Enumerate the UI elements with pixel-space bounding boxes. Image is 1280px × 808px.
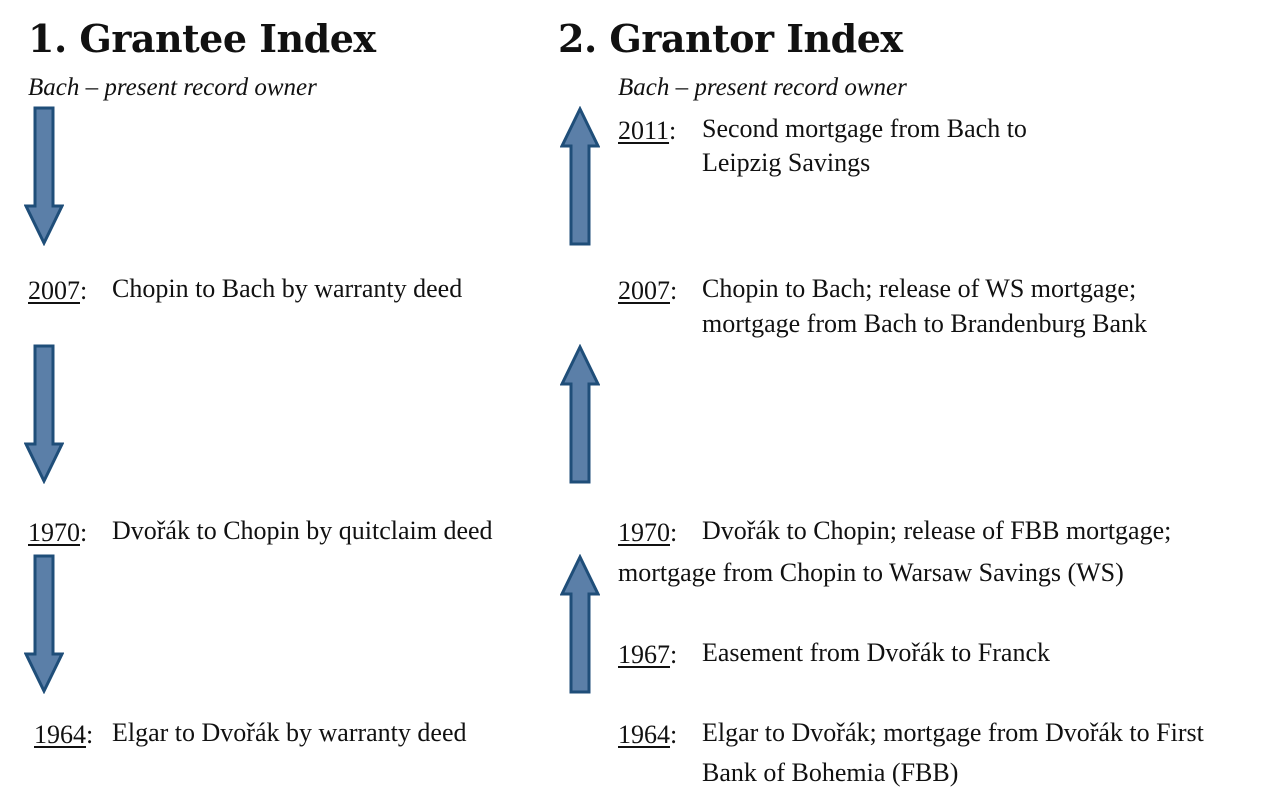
grantor-entry-1970-line1: Dvořák to Chopin; release of FBB mortgag…: [702, 516, 1172, 545]
grantor-year-2011: 2011:: [618, 116, 677, 145]
grantee-year-1964: 1964:: [34, 720, 94, 749]
grantor-year-1970: 1970:: [618, 518, 678, 547]
grantee-entry-1970: Dvořák to Chopin by quitclaim deed: [112, 516, 493, 545]
grantor-entry-1967: Easement from Dvořák to Franck: [702, 638, 1051, 667]
arrow-down-icon: [24, 554, 64, 694]
grantor-entry-2007-line2: mortgage from Bach to Brandenburg Bank: [702, 309, 1148, 338]
arrow-up-icon: [560, 344, 600, 484]
grantee-year-2007: 2007:: [28, 276, 88, 305]
grantor-year-1964: 1964:: [618, 720, 678, 749]
arrow-down-icon: [24, 106, 64, 246]
grantor-entry-1970-line2: mortgage from Chopin to Warsaw Savings (…: [618, 558, 1124, 587]
grantee-subheading: Bach – present record owner: [28, 74, 317, 101]
grantor-year-2007: 2007:: [618, 276, 678, 305]
grantor-index-title: 2. Grantor Index: [558, 16, 903, 61]
grantee-year-1970: 1970:: [28, 518, 88, 547]
arrow-up-icon: [560, 106, 600, 246]
grantee-index-title: 1. Grantee Index: [28, 16, 376, 61]
grantor-entry-2007-line1: Chopin to Bach; release of WS mortgage;: [702, 274, 1137, 303]
grantor-entry-1964-line2: Bank of Bohemia (FBB): [702, 758, 959, 787]
arrow-down-icon: [24, 344, 64, 484]
grantor-entry-2011-line2: Leipzig Savings: [702, 148, 871, 177]
arrow-up-icon: [560, 554, 600, 694]
grantor-entry-2011-line1: Second mortgage from Bach to: [702, 114, 1027, 143]
grantor-subheading: Bach – present record owner: [618, 74, 907, 101]
grantee-entry-2007: Chopin to Bach by warranty deed: [112, 274, 463, 303]
grantor-entry-1964-line1: Elgar to Dvořák; mortgage from Dvořák to…: [702, 718, 1204, 747]
grantor-year-1967: 1967:: [618, 640, 678, 669]
grantee-entry-1964: Elgar to Dvořák by warranty deed: [112, 718, 467, 747]
